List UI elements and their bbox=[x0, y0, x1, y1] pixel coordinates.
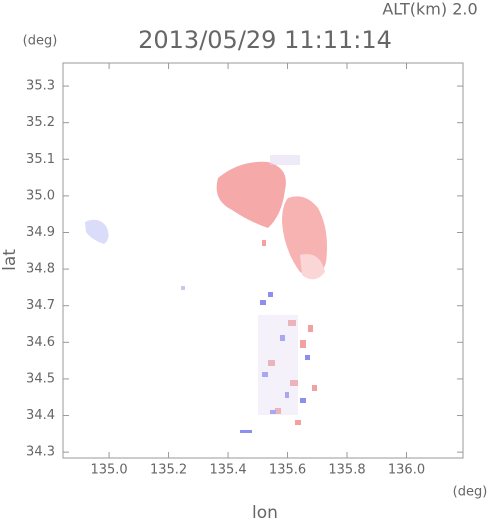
y-tick-label: 34.9 bbox=[26, 225, 55, 240]
x-tick-label: 135.4 bbox=[209, 463, 246, 478]
y-tick-label: 34.4 bbox=[26, 408, 55, 423]
y-tick-label: 35.3 bbox=[26, 79, 55, 94]
plot-frame bbox=[62, 62, 464, 459]
y-tick-label: 35.1 bbox=[26, 152, 55, 167]
y-tick-label: 34.3 bbox=[26, 445, 55, 460]
x-tick-label: 136.0 bbox=[388, 463, 425, 478]
x-unit: (deg) bbox=[453, 485, 488, 500]
x-tick-label: 135.0 bbox=[90, 463, 127, 478]
y-tick-label: 34.5 bbox=[26, 371, 55, 386]
x-tick-label: 135.6 bbox=[269, 463, 306, 478]
x-tick-label: 135.2 bbox=[150, 463, 187, 478]
x-tick-label: 135.8 bbox=[328, 463, 365, 478]
x-axis-label: lon bbox=[252, 503, 278, 521]
annotation: ALT(km) 2.0 bbox=[382, 0, 477, 19]
y-unit: (deg) bbox=[23, 34, 58, 49]
echo-field bbox=[85, 155, 327, 433]
y-tick-label: 34.8 bbox=[26, 262, 55, 277]
y-tick-label: 35.0 bbox=[26, 188, 55, 203]
y-tick-label: 35.2 bbox=[26, 115, 55, 130]
y-tick-label: 34.7 bbox=[26, 298, 55, 313]
y-tick-label: 34.6 bbox=[26, 335, 55, 350]
y-axis-label: lat bbox=[0, 249, 20, 271]
chart-title: 2013/05/29 11:11:14 bbox=[138, 26, 392, 54]
